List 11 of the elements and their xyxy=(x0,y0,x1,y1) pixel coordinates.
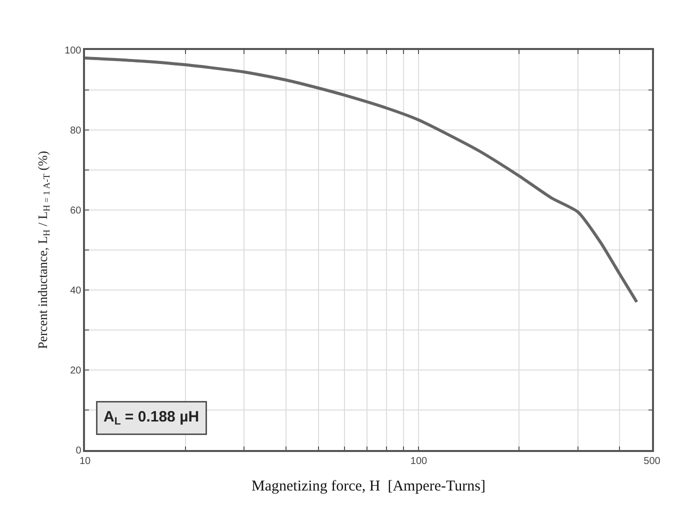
annotation: A$_{L}$ = 0.188 µH xyxy=(104,408,200,428)
y-tick-label: 20 xyxy=(70,366,82,376)
x-tick-label: 10 xyxy=(79,456,91,467)
y-tick-label: 60 xyxy=(70,206,82,216)
y-tick-label: 40 xyxy=(70,286,82,296)
x-tick-label: 100 xyxy=(410,456,428,467)
x-tick-label: 500 xyxy=(644,456,661,467)
y-tick-label: 80 xyxy=(70,126,82,136)
y-tick-label: 0 xyxy=(76,446,82,456)
y-tick-label: 100 xyxy=(64,46,82,56)
x-axis-title: Magnetizing force, H [Ampere-Turns] xyxy=(252,478,486,494)
